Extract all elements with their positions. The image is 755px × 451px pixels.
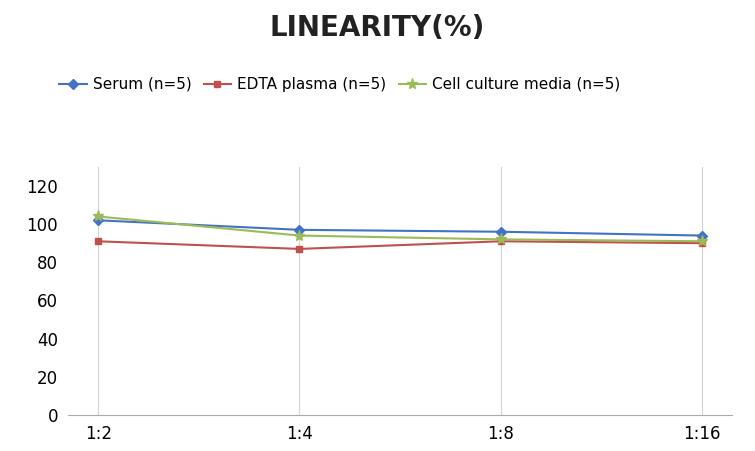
Cell culture media (n=5) (496, 237, 505, 242)
Serum (n=5) (295, 227, 304, 233)
Serum (n=5) (94, 217, 103, 223)
Cell culture media (n=5) (295, 233, 304, 238)
EDTA plasma (n=5) (496, 239, 505, 244)
Serum (n=5) (698, 233, 707, 238)
Line: EDTA plasma (n=5): EDTA plasma (n=5) (94, 238, 706, 253)
Text: LINEARITY(%): LINEARITY(%) (270, 14, 485, 41)
Cell culture media (n=5) (698, 239, 707, 244)
Line: Serum (n=5): Serum (n=5) (94, 217, 706, 239)
Cell culture media (n=5) (94, 214, 103, 219)
Legend: Serum (n=5), EDTA plasma (n=5), Cell culture media (n=5): Serum (n=5), EDTA plasma (n=5), Cell cul… (53, 71, 627, 98)
EDTA plasma (n=5) (295, 246, 304, 252)
EDTA plasma (n=5) (698, 240, 707, 246)
Serum (n=5) (496, 229, 505, 235)
Line: Cell culture media (n=5): Cell culture media (n=5) (93, 211, 707, 247)
EDTA plasma (n=5) (94, 239, 103, 244)
